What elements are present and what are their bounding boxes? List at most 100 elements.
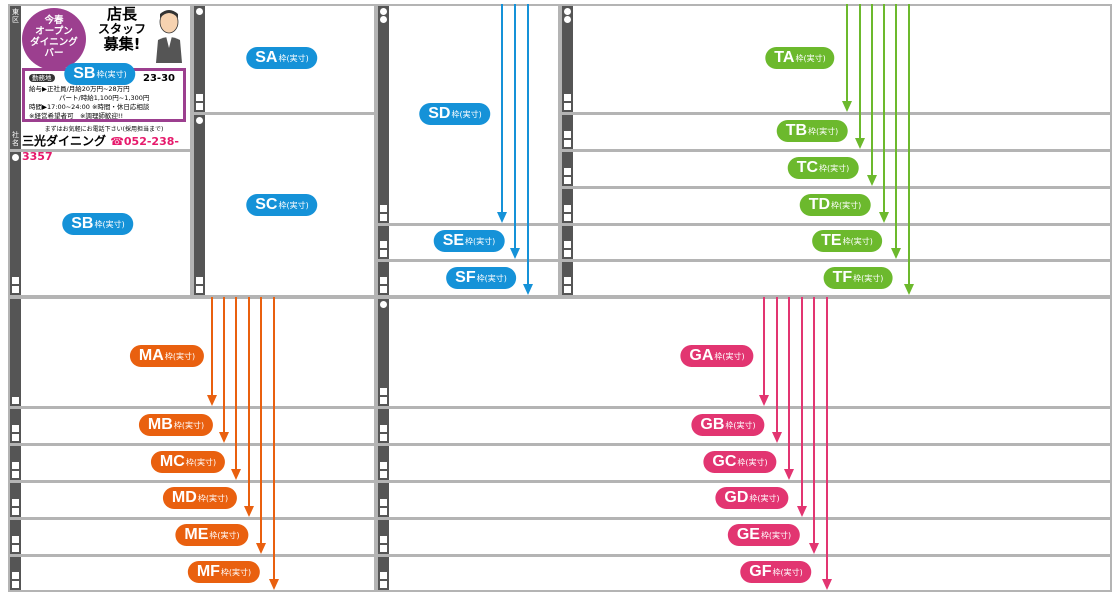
- frame-code: GA: [689, 347, 714, 364]
- frame-spine: [562, 6, 573, 112]
- marker-square-icon: [380, 425, 387, 432]
- frame-code: TC: [796, 159, 819, 176]
- frame-suffix: 枠(実寸): [185, 457, 217, 467]
- frame-spine: [10, 557, 21, 590]
- frame-suffix: 枠(実寸): [451, 109, 482, 119]
- frame-suffix: 枠(実寸): [173, 420, 205, 430]
- sample-ad: 今春 オープン ダイニング バー 店長 スタッフ 募集! 勤務地 23-30 給与…: [20, 6, 188, 163]
- marker-square-icon: [380, 205, 387, 212]
- arrow-head-icon: [904, 284, 914, 295]
- frame-label-ta: TA 枠(実寸): [765, 47, 835, 69]
- frame-label-sc: SC 枠(実寸): [246, 194, 318, 216]
- marker-square-icon: [12, 277, 19, 284]
- ad-headline-line: 店長: [106, 5, 137, 23]
- marker-square-icon: [12, 499, 19, 506]
- frame-suffix: 枠(実寸): [725, 420, 756, 430]
- frame-label-gd: GD 枠(実寸): [715, 487, 789, 509]
- arrow-head-icon: [256, 543, 266, 554]
- frame-label-me: ME 枠(実寸): [175, 524, 249, 546]
- frame-suffix: 枠(実寸): [819, 163, 850, 173]
- marker-square-icon: [12, 471, 19, 478]
- arrow-head-icon: [772, 432, 782, 443]
- frame-suffix: 枠(実寸): [164, 351, 196, 361]
- frame-suffix: 枠(実寸): [749, 493, 780, 503]
- frame-suffix: 枠(実寸): [476, 273, 507, 283]
- ad-headline-line: スタッフ: [97, 22, 146, 36]
- hole-icon: [564, 16, 571, 23]
- arrow-head-icon: [855, 138, 865, 149]
- frame-spine: [378, 6, 389, 223]
- marker-square-icon: [380, 277, 387, 284]
- marker-square-icon: [564, 241, 571, 248]
- marker-square-icon: [380, 499, 387, 506]
- frame-label-mc: MC 枠(実寸): [150, 451, 226, 473]
- frame-suffix: 枠(実寸): [795, 53, 826, 63]
- marker-square-icon: [380, 397, 387, 404]
- frame-label-td: TD 枠(実寸): [799, 194, 871, 216]
- marker-square-icon: [196, 103, 203, 110]
- marker-square-icon: [12, 581, 19, 588]
- hours: 時間▶17:00~24:00 ※時間・休日応相談: [29, 103, 150, 111]
- frame-label-tc: TC 枠(実寸): [787, 157, 859, 179]
- frame-code: SB: [73, 65, 96, 82]
- frame-code: TF: [832, 269, 853, 286]
- frame-code: MB: [147, 416, 173, 433]
- frame-code: MF: [196, 563, 220, 580]
- arrow-head-icon: [269, 579, 279, 590]
- hole-icon: [380, 301, 387, 308]
- frame-label-tf: TF 枠(実寸): [823, 267, 893, 289]
- marker-square-icon: [564, 131, 571, 138]
- frame-code: SE: [442, 232, 465, 249]
- hole-icon: [380, 8, 387, 15]
- frame-code: ME: [184, 526, 209, 543]
- frame-spine: [10, 409, 21, 443]
- frame-spine: [562, 226, 573, 259]
- area-label: 東区: [12, 8, 19, 24]
- frame-spine: [562, 152, 573, 186]
- frame-code: GC: [712, 453, 737, 470]
- frame-code: TA: [774, 49, 795, 66]
- frame-spine: [562, 262, 573, 295]
- hole-icon: [196, 117, 203, 124]
- marker-square-icon: [12, 536, 19, 543]
- arrow-head-icon: [891, 248, 901, 259]
- frame-code: GF: [749, 563, 772, 580]
- frame-suffix: 枠(実寸): [772, 567, 803, 577]
- call-note: まずはお気軽にお電話下さい(採用担当まで): [44, 126, 164, 133]
- frame-spine: [10, 520, 21, 554]
- company-name: 三光ダイニング: [22, 134, 107, 148]
- frame-label-sf: SF 枠(実寸): [446, 267, 516, 289]
- frame-label-gb: GB 枠(実寸): [691, 414, 765, 436]
- marker-square-icon: [380, 536, 387, 543]
- arrow-head-icon: [510, 248, 520, 259]
- arrow-head-icon: [842, 101, 852, 112]
- manager-illustration-icon: [156, 10, 182, 63]
- ad-frame: [376, 297, 1112, 408]
- frame-label-gf: GF 枠(実寸): [740, 561, 812, 583]
- frame-spine: 東区 社名: [10, 6, 21, 149]
- frame-label-ma: MA 枠(実寸): [129, 345, 205, 367]
- arrow-head-icon: [822, 579, 832, 590]
- marker-square-icon: [196, 94, 203, 101]
- frame-suffix: 枠(実寸): [197, 493, 229, 503]
- frame-suffix: 枠(実寸): [760, 530, 792, 540]
- part-time-wage: パート/時給1,100円~1,300円: [59, 94, 150, 102]
- frame-code: SD: [428, 105, 451, 122]
- frame-code: TB: [785, 122, 808, 139]
- marker-square-icon: [196, 286, 203, 293]
- frame-spine: [378, 446, 389, 480]
- ad-headline: 店長 スタッフ 募集!: [92, 7, 152, 52]
- frame-label-gc: GC 枠(実寸): [703, 451, 777, 473]
- arrow-head-icon: [231, 469, 241, 480]
- hole-icon: [564, 8, 571, 15]
- frame-code: MC: [159, 453, 185, 470]
- marker-square-icon: [564, 277, 571, 284]
- marker-square-icon: [12, 462, 19, 469]
- frame-code: MA: [138, 347, 164, 364]
- marker-square-icon: [564, 214, 571, 221]
- frame-suffix: 枠(実寸): [714, 351, 745, 361]
- arrow-head-icon: [219, 432, 229, 443]
- marker-square-icon: [564, 205, 571, 212]
- frame-suffix: 枠(実寸): [808, 126, 839, 136]
